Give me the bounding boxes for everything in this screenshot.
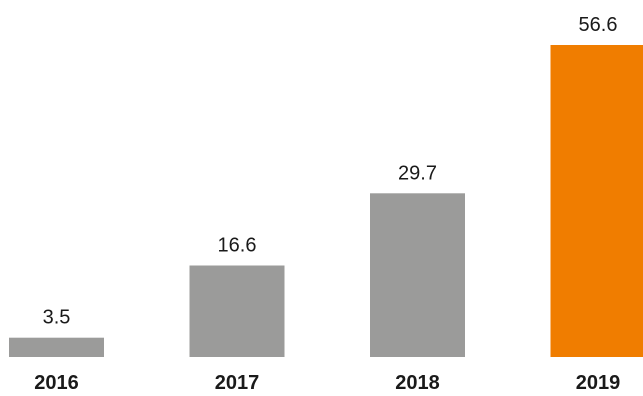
value-label-2016: 3.5	[43, 307, 71, 329]
value-label-2019: 56.6	[579, 14, 618, 36]
value-label-2018: 29.7	[398, 162, 437, 184]
category-label-2016: 2016	[34, 372, 79, 394]
bars-group	[9, 45, 643, 357]
bar-2019	[550, 45, 643, 357]
bar-2016	[9, 337, 104, 357]
bar-2018	[370, 193, 465, 357]
value-labels-group: 3.5 16.6 29.7 56.6	[43, 14, 618, 329]
category-label-2019: 2019	[576, 372, 621, 394]
category-labels-group: 2016 2017 2018 2019	[34, 372, 620, 394]
value-label-2017: 16.6	[218, 235, 257, 257]
bar-2017	[189, 265, 285, 357]
category-label-2018: 2018	[395, 372, 440, 394]
category-label-2017: 2017	[215, 372, 260, 394]
